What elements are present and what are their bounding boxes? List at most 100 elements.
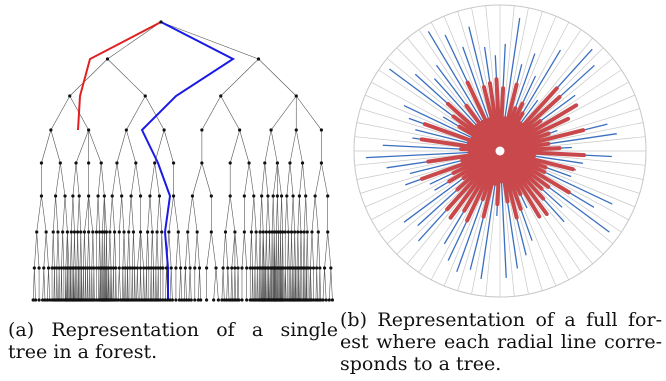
tree-edge [126,129,137,164]
tree-edge [280,231,282,269]
tree-node [228,161,232,165]
tree-node [144,266,149,270]
tree-edge [43,267,46,301]
tree-node [176,230,180,234]
tree-edge [115,267,117,301]
tree-edge [152,231,154,269]
tree-edge [116,129,127,164]
tree-edge [121,195,125,233]
tree-edge [253,195,257,233]
tree-edge [113,267,115,301]
tree-edge [62,231,65,269]
tree-node [326,230,330,234]
tree-edge [134,267,136,301]
tree-edge [137,231,141,269]
tree-edge [110,267,113,301]
tree-edge [252,267,254,301]
tree-edge [34,267,36,301]
tree-node [174,266,178,270]
tree-edge [297,195,300,233]
tree-node [127,230,131,234]
tree-edge [220,95,240,131]
tree-node [253,266,257,270]
tree-edge [36,231,40,269]
tree-edge [107,21,162,60]
tree-edge [306,231,309,269]
tree-node [71,194,75,198]
tree-node [261,230,265,234]
tree-edge [282,231,284,269]
tree-node [124,128,128,132]
tree-edge [264,129,272,164]
tree-edge [251,231,253,269]
tree-node [209,230,213,234]
tree-node [65,230,69,234]
tree-edge [278,231,280,269]
tree-node [164,266,169,270]
tree-edge [299,195,302,233]
tree-edge [229,195,236,233]
tree-edge [192,162,203,197]
tree-node [121,266,125,270]
tree-edge [146,267,148,301]
tree-node [264,230,268,234]
tree-node [304,194,308,198]
tree-edge [118,267,121,301]
tree-node [45,298,49,302]
tree-node [149,266,153,270]
tree-edge [262,231,265,269]
tree-node [33,298,38,302]
tree-node [313,194,317,198]
tree-edge [108,231,111,269]
tree-edge [297,231,299,269]
tree-edge [303,231,306,269]
tree-node [306,266,310,270]
tree-node [102,194,106,198]
tree-edge [187,195,193,233]
tree-edge [124,267,127,301]
tree-edge [179,267,181,301]
tree-edge [55,162,61,197]
tree-edge [108,267,110,301]
tree-edge [310,231,313,269]
tree-node [318,266,322,270]
tree-edge [111,162,118,197]
tree-edge [270,129,278,164]
tree-node [311,298,316,302]
tree-edge [131,231,134,269]
tree-edge [183,267,186,301]
tree-node [171,161,176,165]
tree-node [160,230,164,234]
tree-edge [104,195,107,233]
tree-edge [91,231,94,269]
tree-edge [244,231,248,269]
tree-node [319,128,324,132]
tree-node [91,230,95,234]
caption-b-line1: (b) Representation of a full for- [340,309,662,331]
tree-edge [284,195,288,233]
tree-edge [324,267,327,301]
tree-edge [225,231,229,269]
tree-node [39,161,44,165]
tree-edge [58,267,61,301]
tree-node [177,298,182,302]
tree-edge [330,267,333,301]
tree-edge [258,58,297,97]
tree-node [125,266,130,270]
forest-radial-diagram [353,4,647,298]
tree-node [254,230,258,234]
tree-node [61,230,65,234]
tree-node [233,266,237,270]
tree-edge [284,267,287,301]
tree-node [223,230,228,234]
tree-node [316,230,320,234]
tree-edge [319,267,321,301]
tree-node [251,266,255,270]
tree-edge [140,267,142,301]
caption-b-line2: est where each radial line corre- [340,331,662,353]
tree-edge [133,231,135,269]
tree-node [44,230,48,234]
tree-edge [78,195,82,233]
tree-edge [56,231,59,269]
